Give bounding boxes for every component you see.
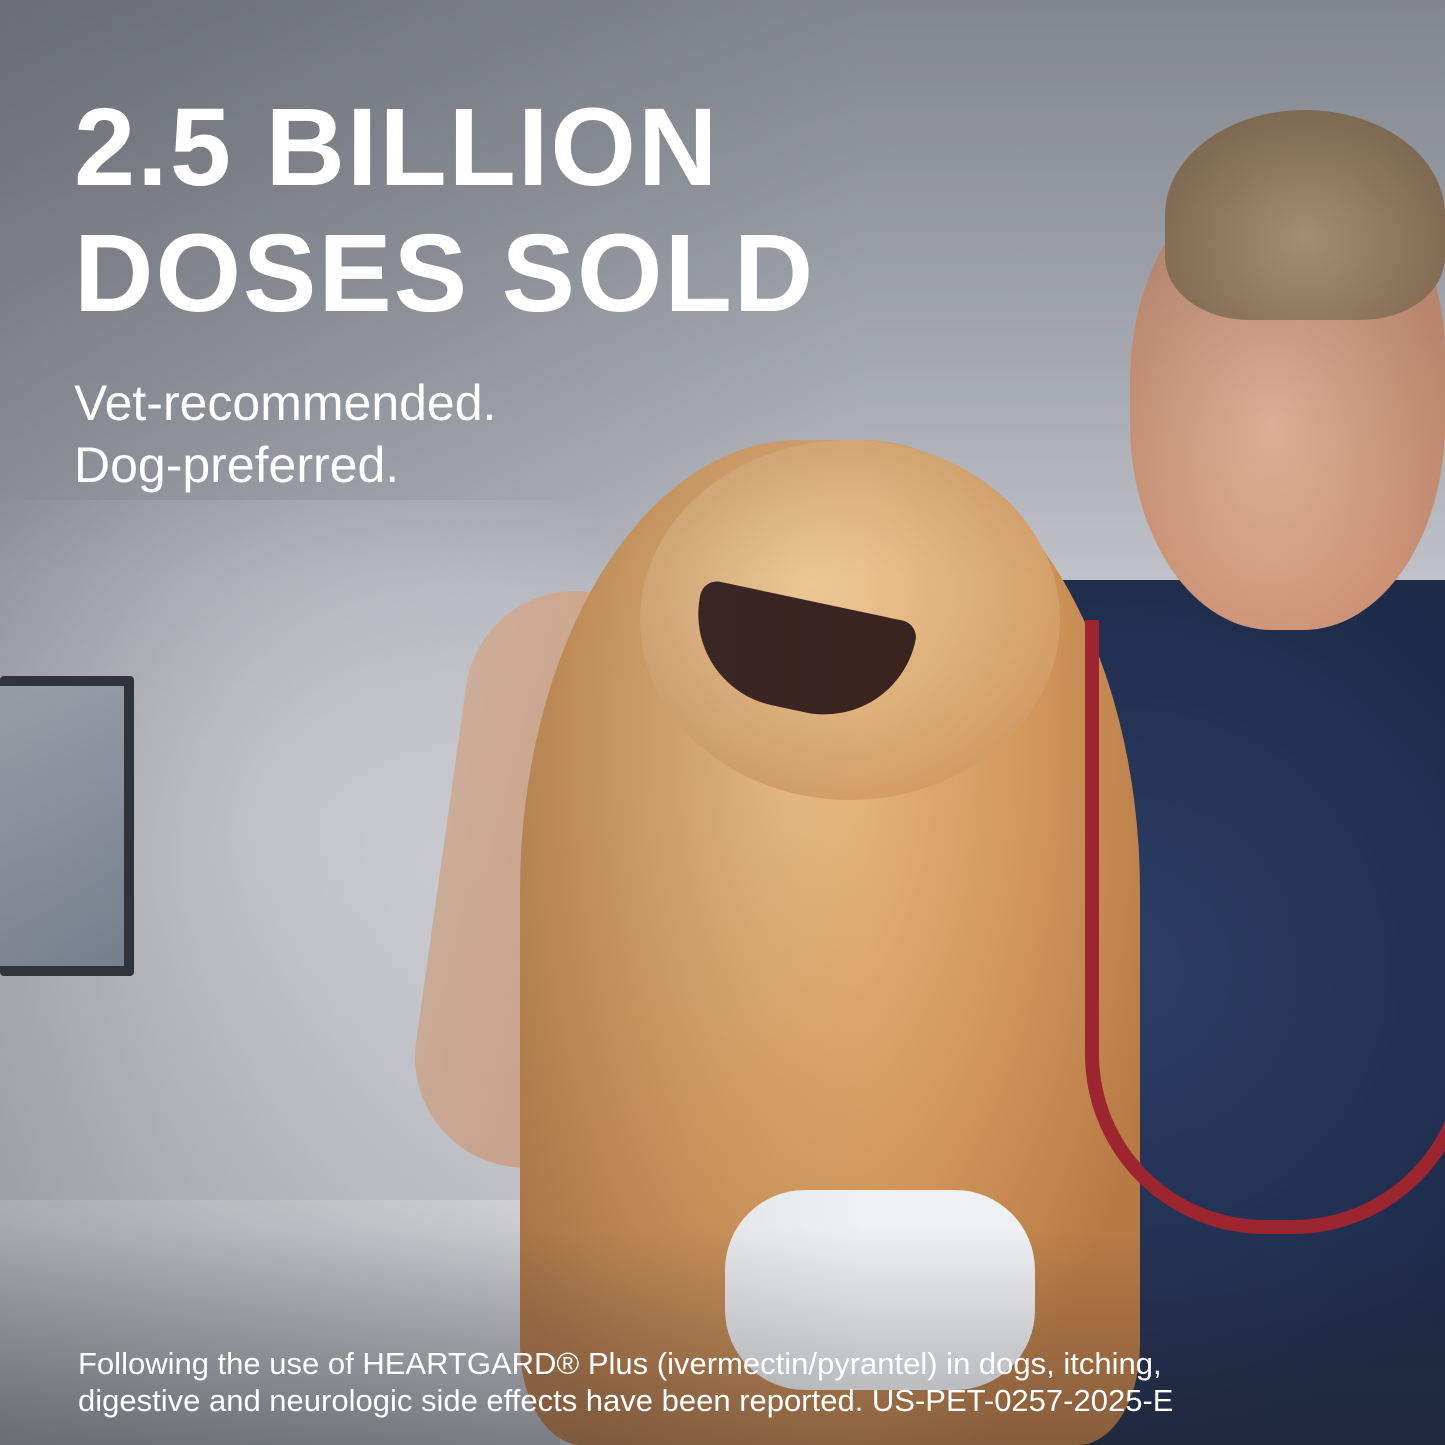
exam-counter [0,1200,560,1445]
headline-line-1: 2.5 BILLION [74,86,720,209]
subheadline-line-2: Dog-preferred. [74,437,400,493]
vet-gloved-hand [725,1190,1035,1390]
disclaimer-line-2: digestive and neurologic side effects ha… [78,1383,1174,1418]
disclaimer-line-1: Following the use of HEARTGARD® Plus (iv… [78,1346,1162,1381]
headline-line-2: DOSES SOLD [74,212,816,335]
monitor-screen [0,686,124,966]
headline: 2.5 BILLION DOSES SOLD [74,85,815,337]
subheadline: Vet-recommended. Dog-preferred. [74,372,496,496]
vet-hair [1165,110,1445,320]
clinic-monitor [0,676,134,976]
safety-disclaimer: Following the use of HEARTGARD® Plus (iv… [78,1345,1378,1419]
subheadline-line-1: Vet-recommended. [74,375,497,431]
